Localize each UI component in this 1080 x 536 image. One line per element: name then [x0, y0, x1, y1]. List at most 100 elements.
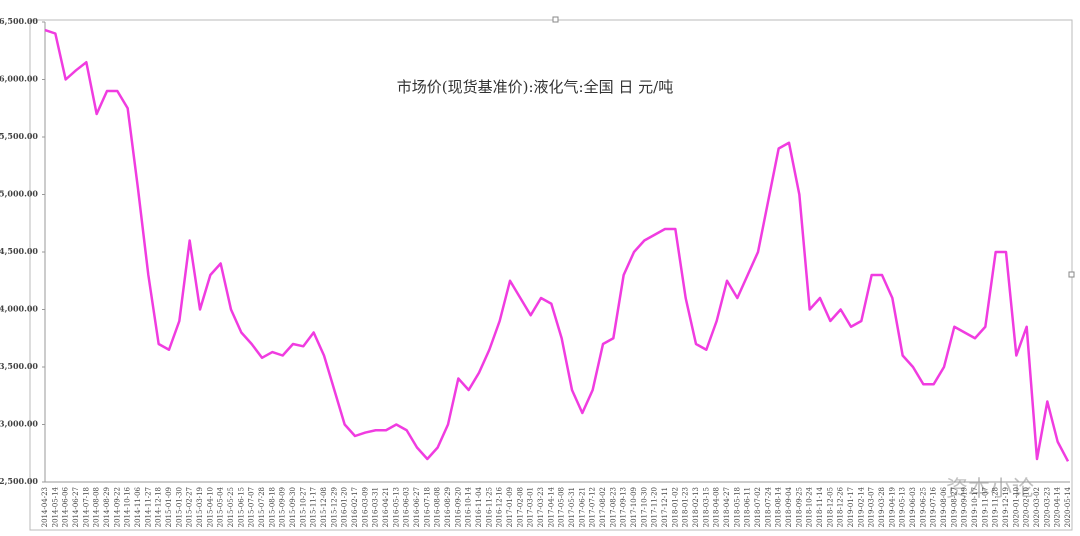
x-tick-label: 2015-08-18 [268, 487, 276, 527]
x-tick-label: 2018-01-02 [671, 487, 679, 527]
x-tick-label: 2015-03-19 [196, 487, 204, 527]
handle [552, 16, 559, 23]
x-tick-label: 2014-06-06 [62, 486, 70, 527]
x-tick-label: 2018-03-15 [702, 487, 710, 527]
y-tick-label: 2,500.00 [0, 476, 38, 486]
y-tick-label: 3,500.00 [0, 361, 38, 371]
x-tick-label: 2018-09-25 [795, 487, 803, 527]
x-tick-label: 2018-01-23 [682, 487, 690, 527]
x-tick-label: 2015-05-25 [227, 487, 235, 527]
x-tick-label: 2019-06-25 [919, 487, 927, 527]
x-tick-label: 2018-02-13 [692, 487, 700, 527]
watermark: 资本小论 [946, 477, 1034, 502]
x-tick-label: 2019-04-19 [888, 487, 896, 527]
x-tick-label: 2019-10-17 [971, 487, 979, 527]
x-tick-label: 2014-09-22 [113, 487, 121, 527]
y-tick-label: 5,500.00 [0, 131, 38, 141]
x-tick-label: 2016-10-14 [465, 486, 473, 527]
x-tick-label: 2017-05-31 [568, 487, 576, 527]
x-tick-label: 2019-05-13 [899, 487, 907, 527]
x-tick-label: 2019-11-28 [992, 487, 1000, 527]
x-tick-label: 2020-02-10 [1023, 487, 1031, 527]
x-tick-label: 2019-08-27 [950, 487, 958, 527]
x-tick-label: 2014-11-27 [144, 487, 152, 527]
x-tick-label: 2014-05-14 [51, 486, 59, 527]
x-tick-label: 2015-11-17 [310, 487, 318, 527]
x-tick-label: 2017-09-13 [620, 487, 628, 527]
x-tick-label: 2019-12-19 [1002, 487, 1010, 527]
x-tick-label: 2014-11-06 [134, 486, 142, 527]
handle [1068, 271, 1075, 278]
x-tick-label: 2020-05-14 [1064, 486, 1072, 527]
x-tick-label: 2016-01-20 [341, 487, 349, 527]
x-tick-label: 2017-03-23 [537, 487, 545, 527]
x-tick-label: 2014-08-29 [103, 487, 111, 527]
x-tick-label: 2016-05-13 [392, 487, 400, 527]
x-tick-label: 2015-02-27 [186, 487, 194, 527]
x-tick-label: 2019-07-16 [930, 486, 938, 527]
x-tick-label: 2016-11-25 [485, 487, 493, 527]
x-tick-label: 2018-06-11 [744, 487, 752, 527]
x-tick-label: 2015-01-09 [165, 487, 173, 527]
x-tick-label: 2018-07-24 [764, 486, 772, 527]
x-tick-label: 2014-08-08 [93, 487, 101, 527]
x-tick-label: 2016-08-08 [434, 487, 442, 527]
x-tick-label: 2019-06-03 [909, 487, 917, 527]
x-tick-label: 2017-01-09 [506, 487, 514, 527]
x-tick-label: 2017-08-23 [609, 487, 617, 527]
y-tick-label: 4,000.00 [0, 304, 38, 314]
y-tick-label: 5,000.00 [0, 189, 38, 199]
x-tick-label: 2018-12-26 [837, 486, 845, 527]
x-tick-label: 2017-10-30 [640, 487, 648, 527]
y-tick-label: 6,500.00 [0, 16, 38, 26]
x-tick-label: 2015-01-30 [175, 487, 183, 527]
x-tick-label: 2014-12-18 [155, 487, 163, 527]
x-tick-label: 2019-03-07 [868, 487, 876, 527]
line-series [44, 28, 1070, 462]
x-tick-label: 2018-04-08 [713, 487, 721, 527]
x-tick-label: 2015-05-04 [217, 486, 225, 527]
x-tick-label: 2015-09-30 [289, 487, 297, 527]
x-tick-label: 2014-04-23 [41, 487, 49, 527]
y-tick-label: 4,500.00 [0, 246, 38, 256]
x-tick-label: 2016-12-16 [496, 486, 504, 527]
x-tick-label: 2016-02-17 [351, 487, 359, 527]
x-tick-label: 2015-09-09 [279, 487, 287, 527]
x-tick-label: 2020-01-10 [1012, 487, 1020, 527]
x-tick-label: 2019-08-06 [940, 486, 948, 527]
x-tick-label: 2019-11-07 [981, 487, 989, 527]
x-tick-label: 2017-02-08 [516, 487, 524, 527]
x-tick-label: 2018-12-05 [826, 487, 834, 527]
x-tick-label: 2018-10-24 [806, 486, 814, 527]
x-tick-label: 2020-03-23 [1043, 487, 1051, 527]
x-tick-label: 2017-07-12 [589, 487, 597, 527]
x-tick-label: 2018-05-18 [733, 487, 741, 527]
x-tick-label: 2014-06-27 [72, 487, 80, 527]
x-tick-label: 2018-04-27 [723, 487, 731, 527]
x-tick-label: 2019-02-14 [857, 486, 865, 527]
chart-title: 市场价(现货基准价):液化气:全国 日 元/吨 [397, 78, 673, 96]
x-tick-label: 2016-03-31 [372, 487, 380, 527]
x-tick-label: 2015-06-15 [237, 487, 245, 527]
x-tick-label: 2016-11-04 [475, 486, 483, 527]
x-tick-label: 2016-04-21 [382, 487, 390, 527]
y-tick-label: 6,000.00 [0, 74, 38, 84]
x-tick-label: 2016-08-29 [444, 487, 452, 527]
x-tick-label: 2019-03-28 [878, 487, 886, 527]
x-tick-label: 2016-06-03 [403, 487, 411, 527]
x-tick-label: 2015-07-28 [258, 487, 266, 527]
x-tick-label: 2018-08-14 [775, 486, 783, 527]
x-tick-label: 2017-08-02 [599, 487, 607, 527]
x-tick-label: 2017-05-08 [558, 487, 566, 527]
x-tick-label: 2017-12-11 [661, 487, 669, 527]
y-tick-label: 3,000.00 [0, 419, 38, 429]
x-tick-label: 2016-06-27 [413, 487, 421, 527]
x-tick-label: 2015-10-27 [299, 487, 307, 527]
x-tick-label: 2019-01-17 [847, 487, 855, 527]
x-tick-label: 2016-09-20 [454, 487, 462, 527]
x-tick-label: 2017-04-14 [547, 486, 555, 527]
x-tick-label: 2016-03-09 [361, 487, 369, 527]
x-tick-label: 2017-11-20 [651, 487, 659, 527]
x-tick-label: 2020-03-02 [1033, 487, 1041, 527]
